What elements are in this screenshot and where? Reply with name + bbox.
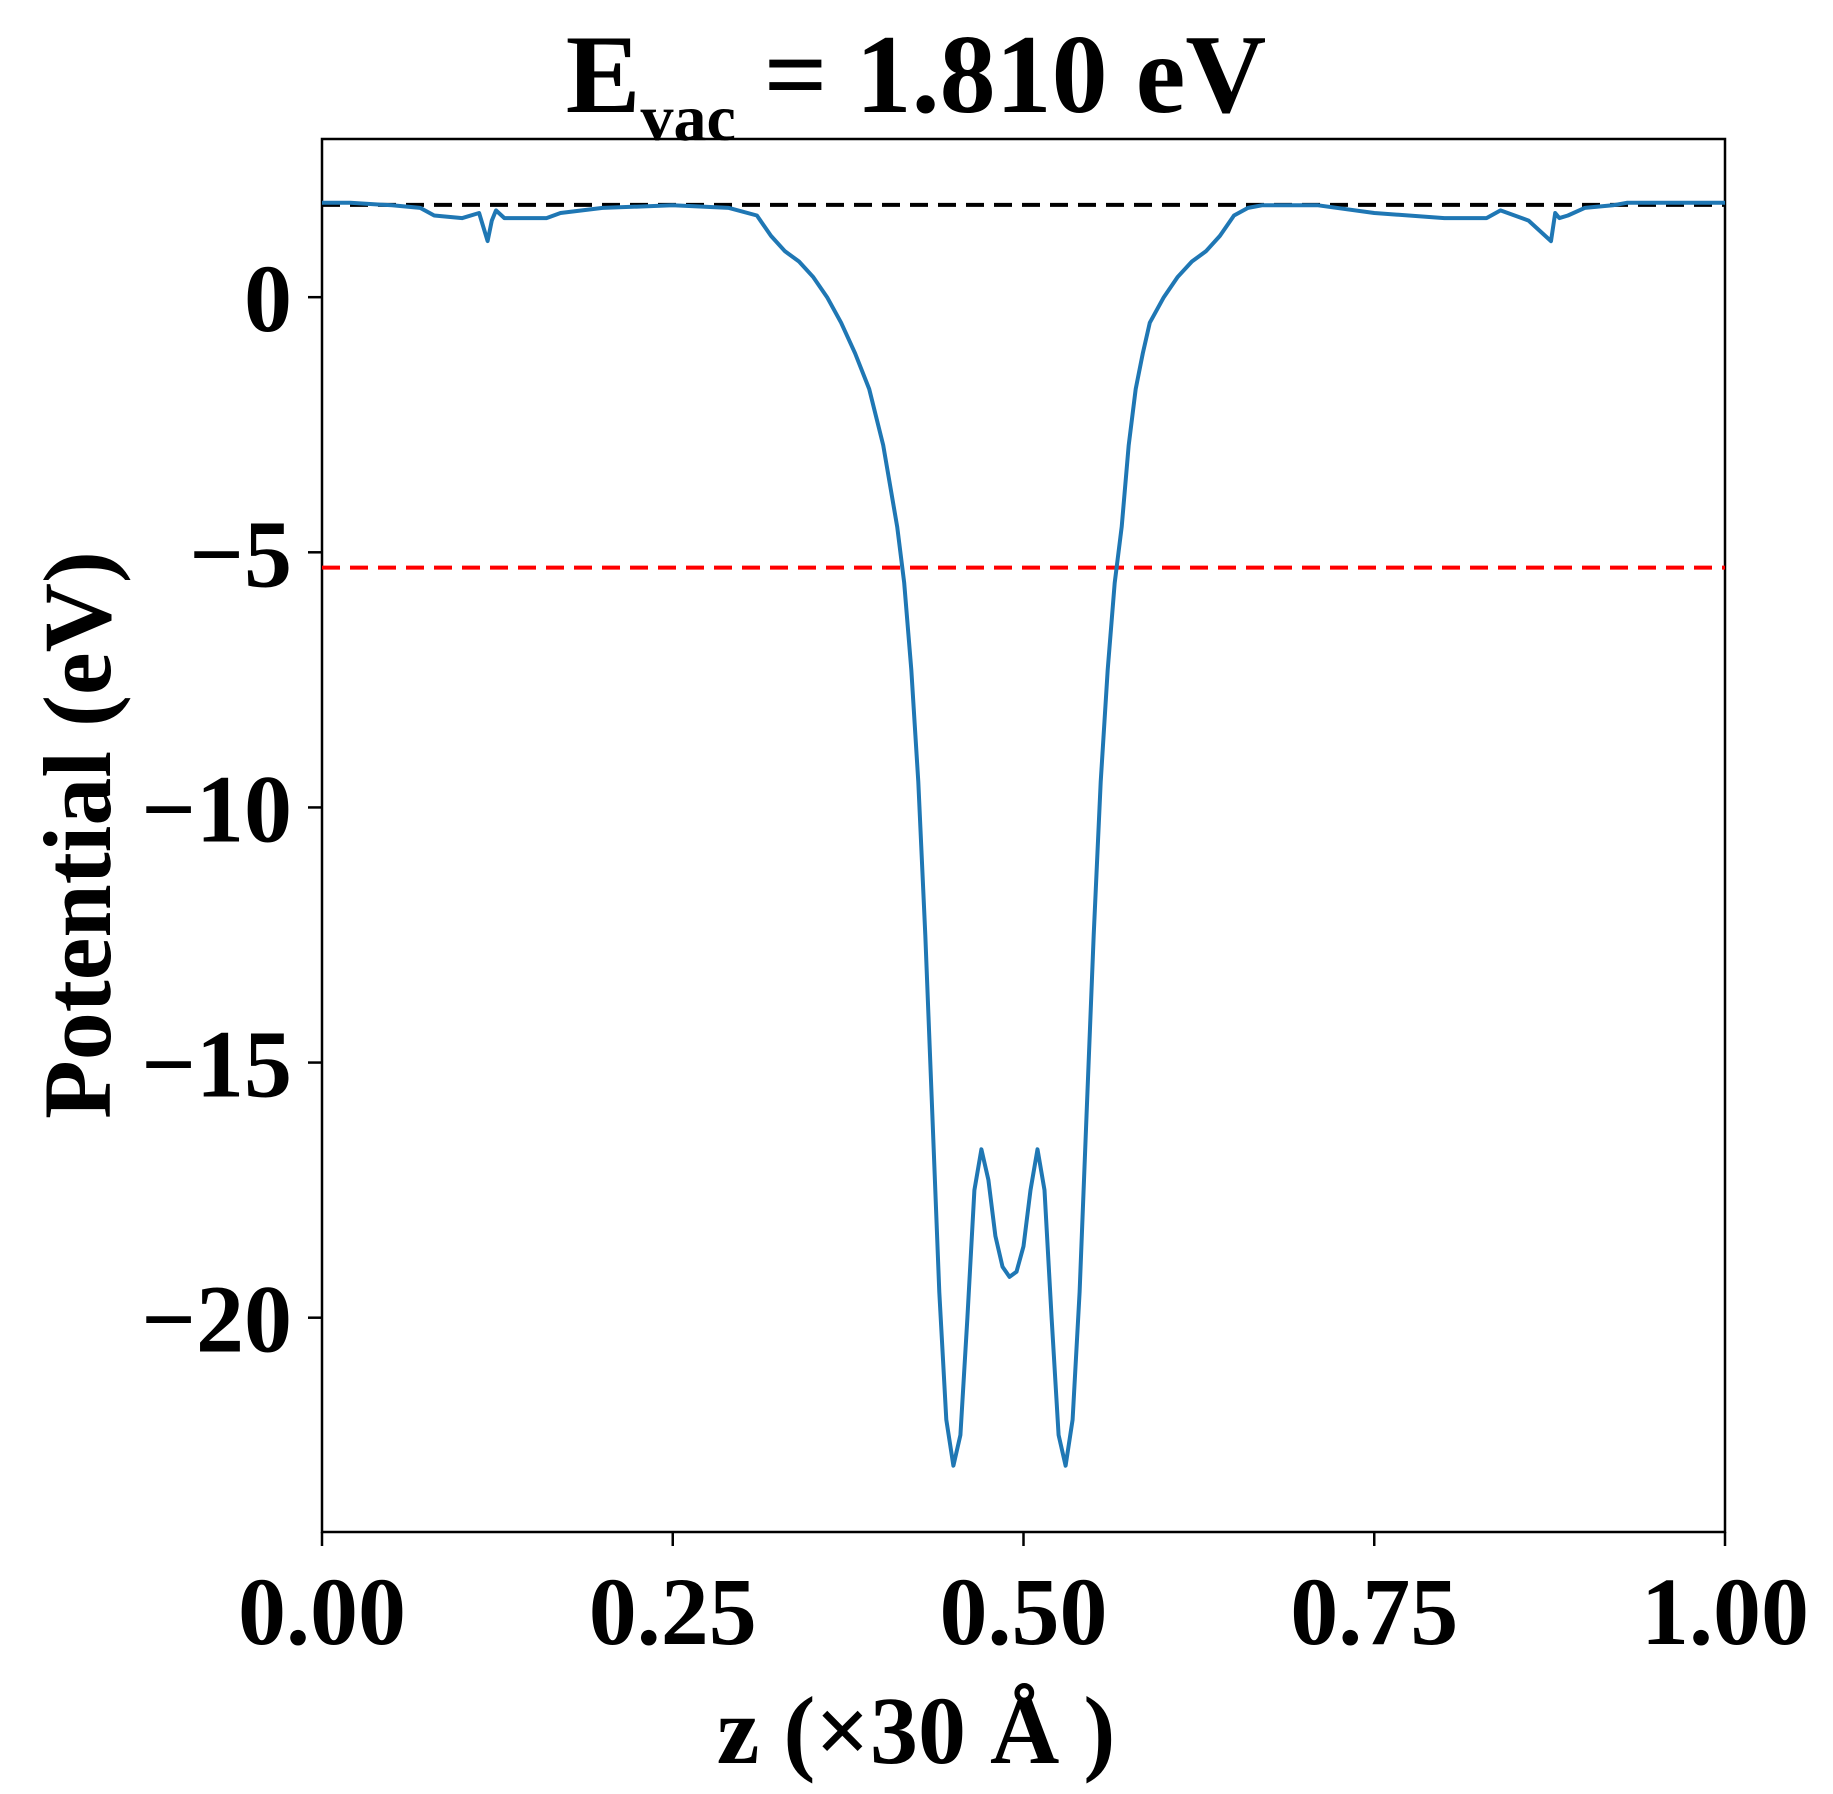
x-tick-label: 0.50 xyxy=(940,1558,1108,1665)
y-tick-label: −20 xyxy=(141,1266,292,1373)
x-tick-label: 1.00 xyxy=(1641,1558,1809,1665)
series-group xyxy=(322,200,1725,1468)
title-main: E xyxy=(566,13,641,137)
reference-lines xyxy=(322,202,1725,570)
title-subscript: vac xyxy=(640,82,735,155)
title-value: = 1.810 eV xyxy=(736,13,1266,137)
x-tick-label: 0.00 xyxy=(238,1558,406,1665)
y-tick-label: −15 xyxy=(141,1011,292,1118)
y-tick-label: −5 xyxy=(189,500,292,607)
y-tick-label: 0 xyxy=(244,245,292,352)
y-axis-label: Potential (eV) xyxy=(24,551,131,1119)
x-axis-ticks: 0.00 0.25 0.50 0.75 1.00 xyxy=(238,1532,1809,1665)
x-tick-label: 0.25 xyxy=(589,1558,757,1665)
series-line-0 xyxy=(322,200,1725,1468)
chart-title: Evac = 1.810 eV xyxy=(566,13,1266,155)
y-tick-label: −10 xyxy=(141,755,292,862)
plot-area-frame xyxy=(320,137,1727,1534)
x-axis-label: z (×30 Å ) xyxy=(717,1677,1116,1784)
x-tick-label: 0.75 xyxy=(1290,1558,1458,1665)
y-axis-ticks: 0 −5 −10 −15 −20 xyxy=(141,245,322,1373)
